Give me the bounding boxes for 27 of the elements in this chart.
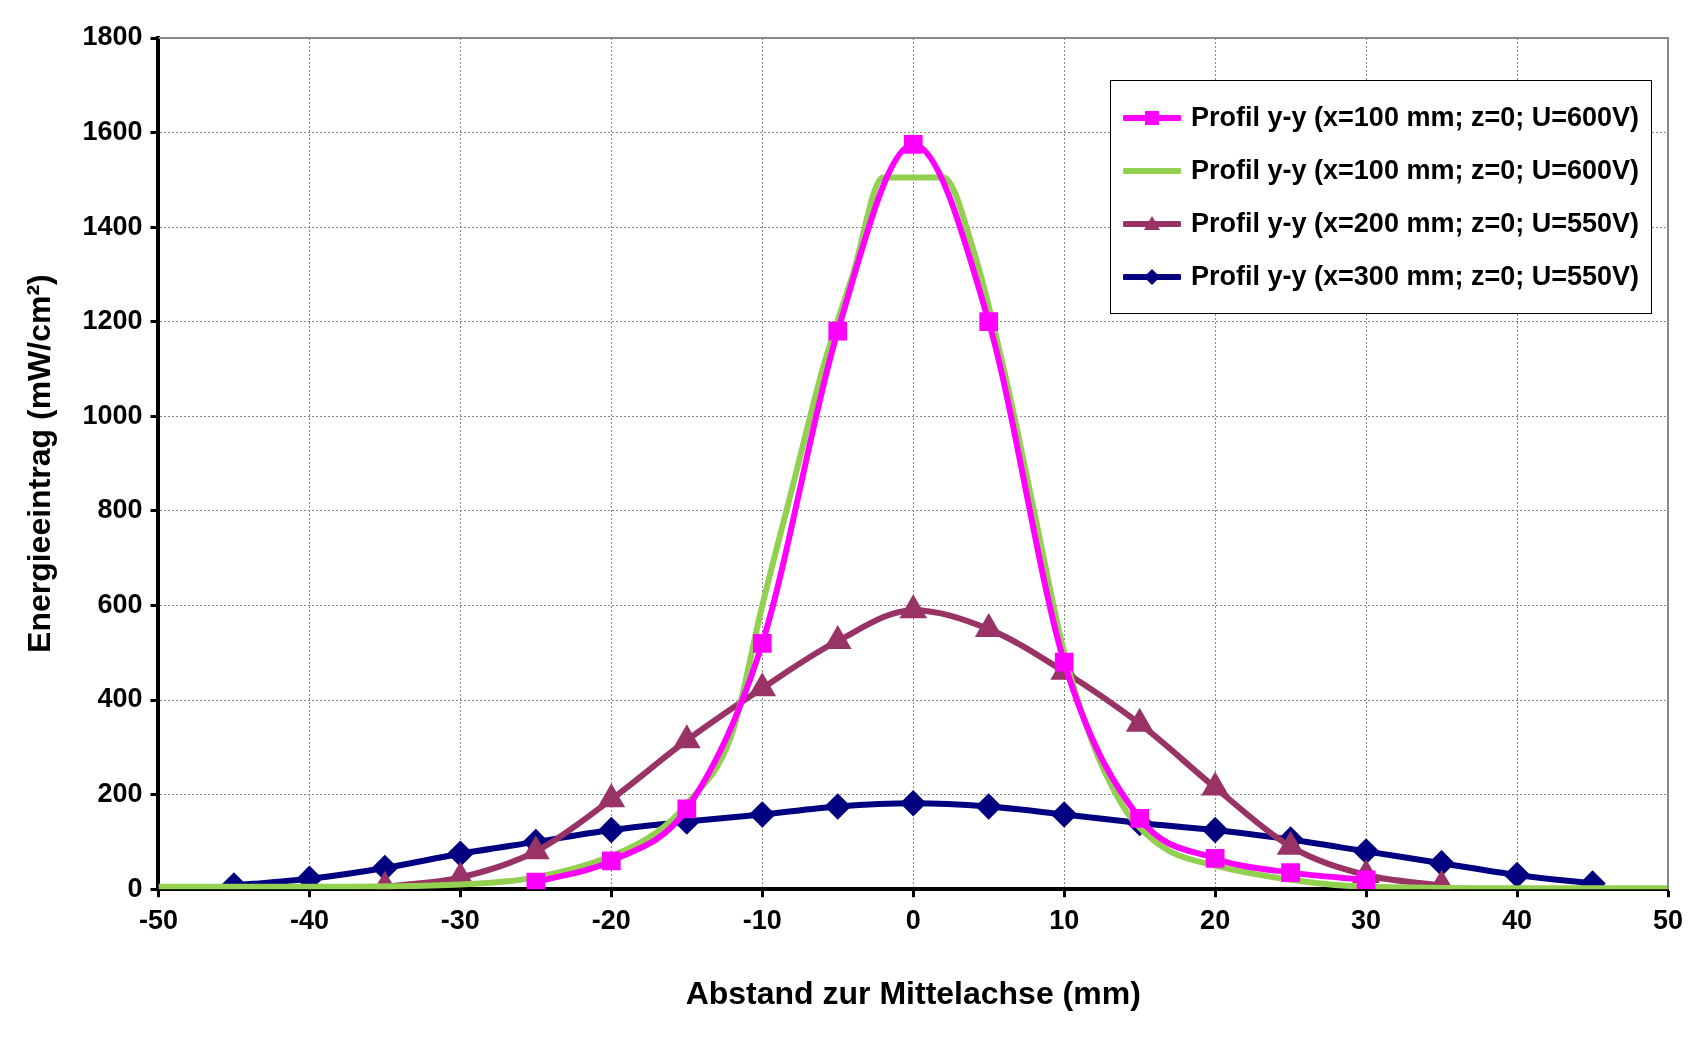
x-tick-label: 10 [1049, 904, 1080, 935]
x-tick-label: 50 [1652, 904, 1684, 935]
y-tick-label: 1600 [82, 116, 143, 147]
x-tick-label: 20 [1200, 904, 1231, 935]
x-tick-label: -20 [591, 904, 631, 935]
y-tick-label: 600 [97, 588, 143, 619]
x-tick-label: 0 [905, 904, 921, 935]
x-tick-label: -50 [138, 904, 178, 935]
y-axis-title: Energieeintrag (mW/cm²) [21, 274, 58, 653]
legend-label: Profil y-y (x=200 mm; z=0; U=550V) [1191, 208, 1639, 239]
legend-label: Profil y-y (x=100 mm; z=0; U=600V) [1191, 102, 1639, 133]
y-tick-label: 400 [97, 683, 143, 714]
y-tick-label: 1400 [82, 210, 143, 241]
legend-label: Profil y-y (x=300 mm; z=0; U=550V) [1191, 261, 1639, 292]
y-tick-label: 1800 [82, 21, 143, 52]
x-axis-title: Abstand zur Mittelachse (mm) [685, 974, 1141, 1011]
y-tick-label: 1200 [82, 305, 143, 336]
x-tick-label: -30 [440, 904, 480, 935]
y-tick-label: 800 [97, 494, 143, 525]
y-tick-label: 0 [127, 872, 143, 903]
legend-label: Profil y-y (x=100 mm; z=0; U=600V) [1191, 155, 1639, 186]
y-tick-label: 200 [97, 778, 143, 809]
y-tick-label: 1000 [82, 399, 143, 430]
x-tick-label: -10 [742, 904, 782, 935]
x-tick-label: -40 [289, 904, 329, 935]
x-tick-label: 40 [1502, 904, 1533, 935]
x-tick-label: 30 [1351, 904, 1382, 935]
